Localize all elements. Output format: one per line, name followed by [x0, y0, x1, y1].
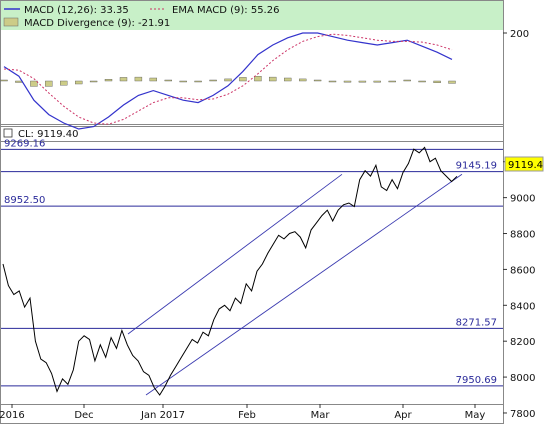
macd-legend-label: MACD (12,26): 33.35 [24, 5, 129, 16]
divergence-bar [254, 75, 262, 82]
level-label: 8271.57 [456, 317, 497, 328]
divergence-bar [209, 79, 217, 82]
time-tick-label: Dec [74, 410, 93, 421]
price-y-tick-label: 7800 [510, 409, 535, 420]
price-y-tick-label: 8400 [510, 301, 535, 312]
macd-y-tick-label: 200 [510, 29, 529, 40]
divergence-bar [134, 76, 143, 82]
divergence-bar [373, 80, 381, 83]
time-axis: 2016 Dec Jan 2017 Feb Mar Apr May [0, 404, 485, 421]
horizontal-levels: 9269.16 9145.19 8952.50 8271.57 7950.69 [1, 138, 503, 387]
divergence-bar [30, 80, 38, 87]
divergence-bar [194, 80, 202, 83]
divergence-bar [418, 80, 426, 83]
time-tick-label: Jan 2017 [140, 410, 185, 421]
divergence-bar [239, 77, 247, 82]
divergence-bar [403, 79, 411, 82]
divergence-bar [448, 80, 456, 84]
time-tick-label: 2016 [0, 410, 25, 421]
divergence-bar [313, 79, 322, 82]
ema-macd-line [3, 33, 453, 125]
price-y-tick-label: 9000 [510, 194, 535, 205]
level-label: 7950.69 [456, 375, 497, 386]
divergence-bar [358, 80, 367, 83]
divergence-bar [60, 80, 68, 86]
divergence-bar [164, 79, 173, 82]
level-label: 9145.19 [456, 161, 497, 172]
divergence-bar [74, 80, 83, 85]
divergence-bars [0, 75, 456, 87]
last-price-label: 9119.4 [508, 160, 543, 171]
macd-line [3, 32, 453, 130]
divergence-bar [0, 79, 8, 82]
price-legend-swatch [3, 128, 13, 138]
level-label: 8952.50 [4, 195, 45, 206]
divergence-bar [388, 80, 396, 83]
price-y-tick-label: 8200 [510, 337, 535, 348]
channel-lower-line [145, 173, 463, 396]
divergence-bar [45, 80, 53, 87]
trend-channel [127, 173, 463, 396]
price-y-tick-label: 8000 [510, 373, 535, 384]
channel-upper-line [127, 173, 343, 335]
divergence-bar [89, 80, 98, 83]
price-panel [0, 141, 504, 405]
divergence-bar [299, 78, 307, 82]
divergence-bar [119, 77, 128, 82]
divergence-bar [343, 80, 352, 83]
time-tick-label: Apr [394, 410, 412, 421]
divergence-bar [328, 80, 337, 83]
divergence-bar [104, 78, 113, 82]
last-price-tag [504, 156, 544, 172]
price-legend-label: CL: 9119.40 [18, 129, 78, 140]
divergence-bar [433, 80, 441, 83]
ema-legend-label: EMA MACD (9): 55.26 [172, 5, 279, 16]
divergence-legend-swatch [3, 17, 19, 27]
macd-legend-bg [1, 1, 503, 30]
divergence-bar [284, 77, 292, 82]
divergence-legend-label: MACD Divergence (9): -21.91 [24, 18, 170, 29]
divergence-bar [179, 80, 187, 83]
divergence-bar [269, 76, 277, 82]
price-y-tick-label: 8600 [510, 265, 535, 276]
time-tick-label: May [465, 410, 486, 421]
divergence-bar [149, 77, 158, 82]
level-label: 9269.16 [4, 138, 45, 149]
time-tick-label: Feb [238, 410, 256, 421]
time-tick-label: Mar [311, 410, 331, 421]
price-line [2, 146, 458, 396]
price-axis: 78008000820084008600880090009200 [503, 158, 535, 420]
divergence-bar [224, 78, 232, 82]
price-y-tick-label: 8800 [510, 230, 535, 241]
